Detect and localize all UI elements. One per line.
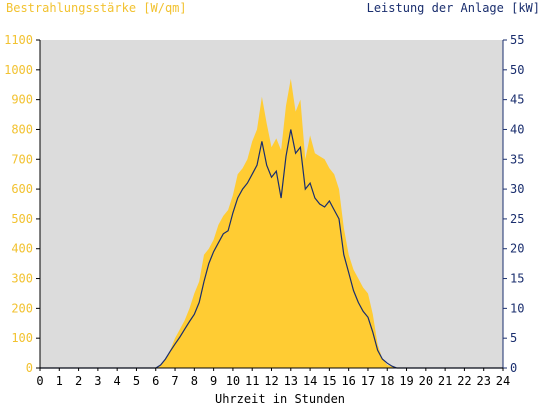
- x-tick-label: 17: [361, 374, 375, 388]
- right-axis-title: Leistung der Anlage [kW]: [366, 1, 540, 15]
- y-left-tick-label: 100: [11, 331, 33, 345]
- x-tick-label: 15: [322, 374, 336, 388]
- x-tick-label: 4: [114, 374, 121, 388]
- y-right-tick-label: 20: [510, 242, 524, 256]
- x-tick-label: 5: [133, 374, 140, 388]
- y-right-tick-label: 0: [510, 361, 517, 375]
- x-tick-label: 24: [496, 374, 510, 388]
- y-left-tick-label: 0: [26, 361, 33, 375]
- x-tick-label: 8: [191, 374, 198, 388]
- y-left-tick-label: 700: [11, 152, 33, 166]
- y-right-tick-label: 30: [510, 182, 524, 196]
- y-left-tick-label: 400: [11, 242, 33, 256]
- y-right-tick-label: 15: [510, 272, 524, 286]
- x-tick-label: 6: [152, 374, 159, 388]
- y-right-tick-label: 5: [510, 331, 517, 345]
- y-right-tick-label: 10: [510, 301, 524, 315]
- x-tick-label: 13: [284, 374, 298, 388]
- x-tick-label: 0: [36, 374, 43, 388]
- x-tick-label: 22: [457, 374, 471, 388]
- x-tick-label: 9: [210, 374, 217, 388]
- left-axis-title: Bestrahlungsstärke [W/qm]: [6, 1, 187, 15]
- y-left-tick-label: 300: [11, 272, 33, 286]
- ticks-layer: 0100200300400500600700800900100011000510…: [4, 33, 524, 388]
- y-left-tick-label: 500: [11, 212, 33, 226]
- y-right-tick-label: 40: [510, 122, 524, 136]
- y-left-tick-label: 1000: [4, 63, 33, 77]
- x-tick-label: 20: [419, 374, 433, 388]
- y-left-tick-label: 200: [11, 301, 33, 315]
- y-left-tick-label: 600: [11, 182, 33, 196]
- x-tick-label: 3: [94, 374, 101, 388]
- x-tick-label: 14: [303, 374, 317, 388]
- x-axis-title: Uhrzeit in Stunden: [214, 392, 346, 406]
- x-tick-label: 11: [245, 374, 259, 388]
- series-layer: [40, 78, 503, 369]
- x-tick-label: 23: [476, 374, 490, 388]
- y-right-tick-label: 25: [510, 212, 524, 226]
- y-right-tick-label: 45: [510, 93, 524, 107]
- y-left-tick-label: 900: [11, 93, 33, 107]
- x-tick-label: 18: [380, 374, 394, 388]
- x-tick-label: 10: [226, 374, 240, 388]
- x-tick-label: 7: [171, 374, 178, 388]
- x-tick-label: 12: [264, 374, 278, 388]
- y-left-tick-label: 800: [11, 122, 33, 136]
- irradiance-area: [40, 78, 503, 369]
- y-right-tick-label: 35: [510, 152, 524, 166]
- x-tick-label: 21: [438, 374, 452, 388]
- y-right-tick-label: 55: [510, 33, 524, 47]
- x-tick-label: 16: [341, 374, 355, 388]
- x-tick-label: 19: [399, 374, 413, 388]
- x-tick-label: 2: [75, 374, 82, 388]
- power-line: [40, 129, 503, 369]
- y-left-tick-label: 1100: [4, 33, 33, 47]
- x-tick-label: 1: [56, 374, 63, 388]
- y-right-tick-label: 50: [510, 63, 524, 77]
